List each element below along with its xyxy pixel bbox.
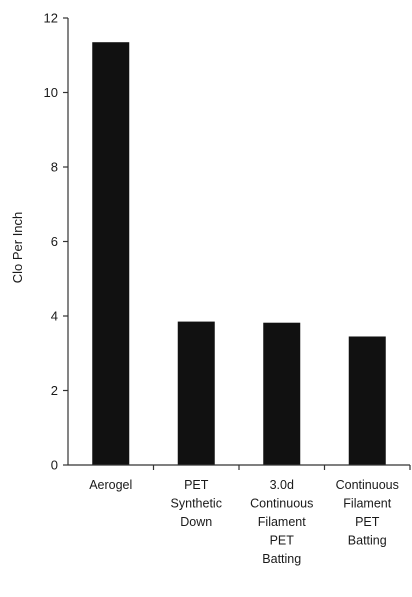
x-category-line: Filament [343,497,391,511]
x-category-label: Aerogel [89,478,132,492]
bar [348,336,386,465]
x-category-line: PET [270,534,295,548]
x-category-line: PET [184,478,209,492]
x-category-line: PET [355,515,380,529]
x-category-line: 3.0d [270,478,294,492]
x-category-line: Synthetic [171,497,222,511]
bars-group [92,42,386,466]
x-category-line: Batting [262,552,301,566]
bar [177,321,215,465]
y-tick-label: 8 [51,160,58,175]
y-tick-label: 0 [51,458,58,473]
x-category-label: Continuous Filament PET Batting [336,478,399,548]
x-category-label: PET Synthetic Down [171,478,222,529]
x-category-line: Continuous [250,497,313,511]
x-category-line: Batting [348,534,387,548]
x-category-line: Aerogel [89,478,132,492]
bar [92,42,130,466]
y-tick-label: 2 [51,383,58,398]
y-tick-label: 12 [44,11,58,26]
x-axis: Aerogel PET Synthetic Down 3.0d Continuous Fil… [68,464,411,566]
y-tick-label: 6 [51,234,58,249]
bar [263,322,301,465]
x-category-label: 3.0d Continuous Filament PET Batting [250,478,313,566]
x-category-line: Down [180,515,212,529]
x-category-line: Continuous [336,478,399,492]
y-tick-label: 10 [44,85,58,100]
y-axis: 0 2 4 6 8 10 12 [44,11,69,473]
x-category-line: Filament [258,515,306,529]
y-axis-title: Clo Per Inch [10,212,25,284]
y-tick-label: 4 [51,309,58,324]
